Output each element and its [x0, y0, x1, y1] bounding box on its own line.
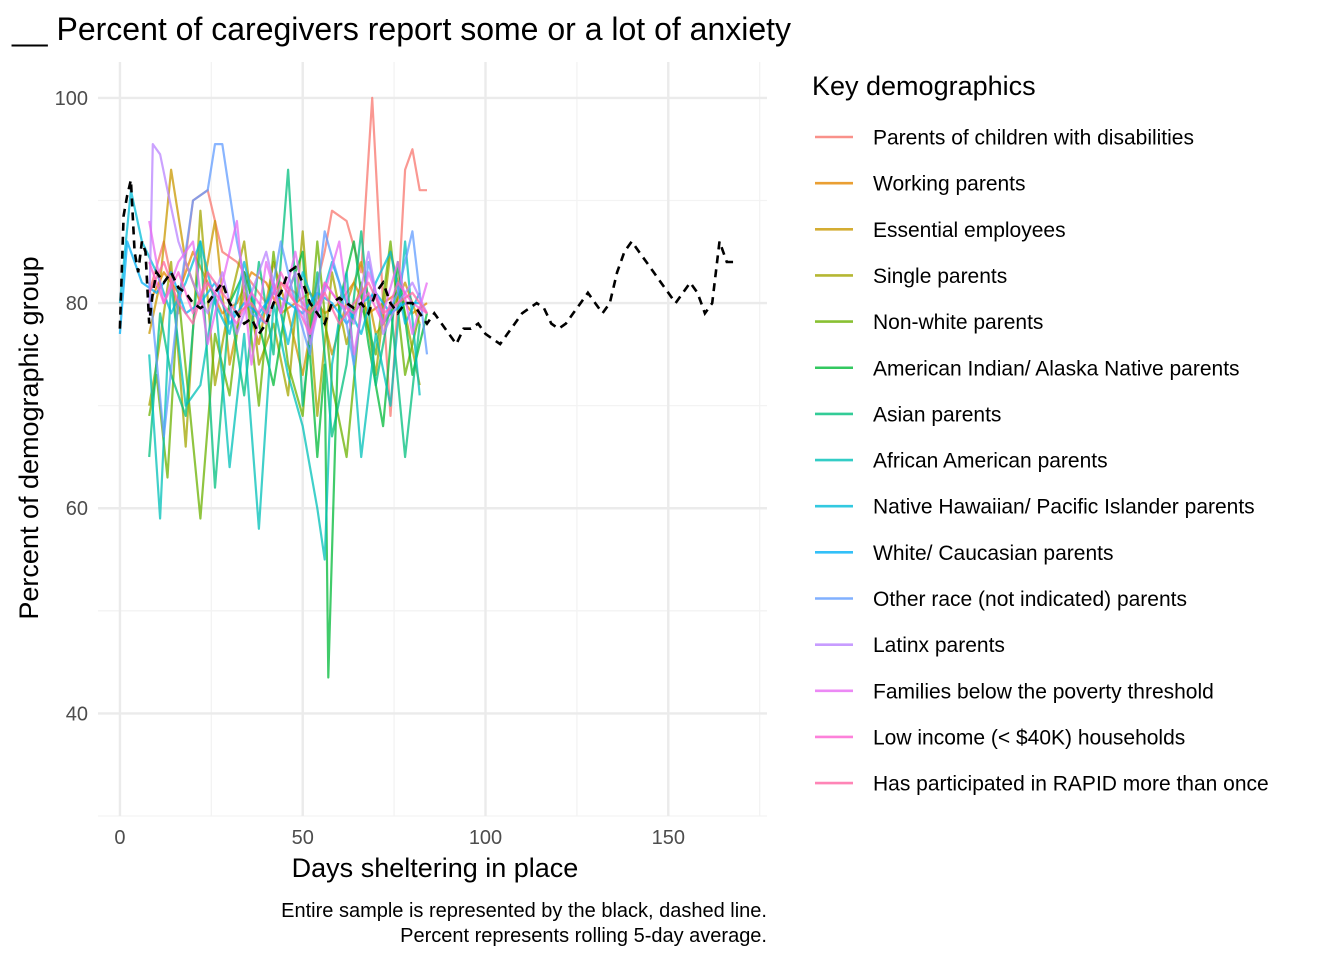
- entire-sample-line: [118, 179, 735, 347]
- y-tick-label: 60: [66, 498, 88, 520]
- y-axis-title: Percent of demographic group: [14, 256, 44, 619]
- legend-label: African American parents: [873, 450, 1108, 473]
- x-tick-label: 50: [292, 827, 314, 849]
- series-lines: [118, 96, 429, 679]
- legend-label: Native Hawaiian/ Pacific Islander parent…: [873, 496, 1255, 519]
- legend-label: Working parents: [873, 173, 1026, 196]
- legend-label: Families below the poverty threshold: [873, 680, 1214, 703]
- series-line: [148, 240, 421, 561]
- legend-label: Low income (< $40K) households: [873, 726, 1185, 749]
- x-tick-label: 0: [114, 827, 125, 849]
- legend-label: Has participated in RAPID more than once: [873, 773, 1269, 796]
- caption-line-1: Entire sample is represented by the blac…: [281, 900, 767, 922]
- caption-line-2: Percent represents rolling 5-day average…: [400, 925, 767, 947]
- minor-gridlines: [98, 62, 767, 817]
- legend-label: White/ Caucasian parents: [873, 542, 1113, 565]
- legend-label: Parents of children with disabilities: [873, 127, 1194, 150]
- legend-label: Non-white parents: [873, 311, 1043, 334]
- legend-label: American Indian/ Alaska Native parents: [873, 357, 1240, 380]
- chart-title: __ Percent of caregivers report some or …: [11, 11, 791, 47]
- x-tick-label: 100: [469, 827, 502, 849]
- y-axis-ticks: 40 60 80 100: [55, 88, 88, 726]
- legend-label: Asian parents: [873, 403, 1001, 426]
- legend-label: Other race (not indicated) parents: [873, 588, 1187, 611]
- legend-label: Essential employees: [873, 219, 1066, 242]
- legend: Key demographics Parents of children wit…: [812, 71, 1269, 796]
- x-axis-ticks: 0 50 100 150: [114, 827, 685, 849]
- series-line: [148, 260, 428, 325]
- legend-title: Key demographics: [812, 71, 1036, 101]
- y-tick-label: 100: [55, 88, 88, 110]
- y-tick-label: 40: [66, 703, 88, 725]
- legend-items: Parents of children with disabilities Wor…: [815, 127, 1269, 796]
- x-tick-label: 150: [652, 827, 685, 849]
- major-gridlines: [98, 62, 767, 816]
- legend-label: Latinx parents: [873, 634, 1005, 657]
- y-tick-label: 80: [66, 293, 88, 315]
- series-line: [148, 261, 428, 335]
- overall-line-layer: [118, 179, 735, 347]
- x-axis-title: Days sheltering in place: [292, 853, 579, 883]
- legend-label: Single parents: [873, 265, 1007, 288]
